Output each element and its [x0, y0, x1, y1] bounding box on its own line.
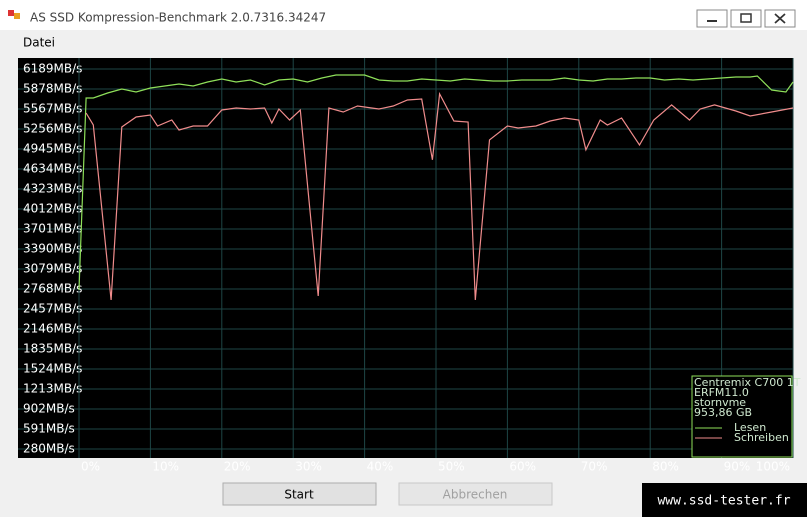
- watermark-bg: [642, 483, 807, 517]
- y-tick-label: 4634MB/s: [23, 161, 82, 175]
- chart-bg: [18, 58, 793, 458]
- y-tick-label: 4012MB/s: [23, 201, 82, 215]
- x-tick-label: 80%: [652, 460, 679, 474]
- maximize-glyph: [740, 13, 752, 23]
- x-tick-label: 30%: [295, 460, 322, 474]
- window-controls[interactable]: [696, 9, 796, 28]
- menu-item[interactable]: Datei: [23, 36, 55, 50]
- y-tick-label: 5256MB/s: [23, 121, 82, 135]
- y-tick-label: 1835MB/s: [23, 341, 82, 355]
- x-tick-label: 50%: [438, 460, 465, 474]
- y-tick-label: 3701MB/s: [23, 221, 82, 235]
- title-bar: [0, 0, 807, 30]
- y-tick-label: 902MB/s: [23, 401, 75, 415]
- chart: 6189MB/s 5878MB/s 5567MB/s 5256MB/s 4945MB/s…: [18, 58, 801, 474]
- x-tick-label: 20%: [224, 460, 251, 474]
- y-tick-label: 5567MB/s: [23, 101, 82, 115]
- start-button[interactable]: [222, 482, 377, 506]
- device-info: 953,86 GB: [694, 406, 752, 419]
- app-icon: [8, 10, 14, 16]
- y-tick-label: 6189MB/s: [23, 61, 82, 75]
- y-tick-label: 2146MB/s: [23, 321, 82, 335]
- y-tick-label: 4323MB/s: [23, 181, 82, 195]
- x-tick-label: 0%: [81, 460, 100, 474]
- y-tick-label: 280MB/s: [23, 441, 75, 455]
- y-tick-label: 591MB/s: [23, 421, 75, 435]
- device-info: ERFM11.0: [694, 386, 749, 399]
- y-tick-label: 2768MB/s: [23, 281, 82, 295]
- device-info: Centremix C700 1T: [694, 376, 801, 389]
- series-line: [85, 91, 794, 301]
- x-tick-label: 90%: [724, 460, 751, 474]
- minimize-button[interactable]: [696, 9, 728, 28]
- legend-box: [691, 375, 793, 458]
- watermark: www.ssd-tester.fr: [657, 494, 790, 509]
- y-tick-label: 1524MB/s: [23, 361, 82, 375]
- legend-label: Schreiben: [734, 431, 789, 444]
- maximize-button[interactable]: [730, 9, 762, 28]
- y-tick-label: 1213MB/s: [23, 381, 82, 395]
- y-tick-label: 3079MB/s: [23, 261, 82, 275]
- y-tick-label: 3390MB/s: [23, 241, 82, 255]
- series-line: [78, 74, 794, 291]
- y-tick-label: 5878MB/s: [23, 81, 82, 95]
- window-title: AS SSD Kompression-Benchmark 2.0.7316.34…: [30, 11, 326, 25]
- app-icon-part: [14, 13, 20, 19]
- cancel-button: [398, 482, 553, 506]
- x-tick-label: 70%: [581, 460, 608, 474]
- x-tick-label: 100%: [756, 460, 790, 474]
- legend-label: Lesen: [734, 421, 766, 434]
- y-tick-label: 2457MB/s: [23, 301, 82, 315]
- device-info: stornvme: [694, 396, 746, 409]
- close-glyph: [774, 13, 786, 24]
- start-label: Start: [284, 488, 314, 502]
- x-tick-label: 10%: [152, 460, 179, 474]
- x-tick-label: 40%: [367, 460, 394, 474]
- x-tick-label: 60%: [509, 460, 536, 474]
- y-tick-label: 4945MB/s: [23, 141, 82, 155]
- cancel-label: Abbrechen: [443, 488, 508, 502]
